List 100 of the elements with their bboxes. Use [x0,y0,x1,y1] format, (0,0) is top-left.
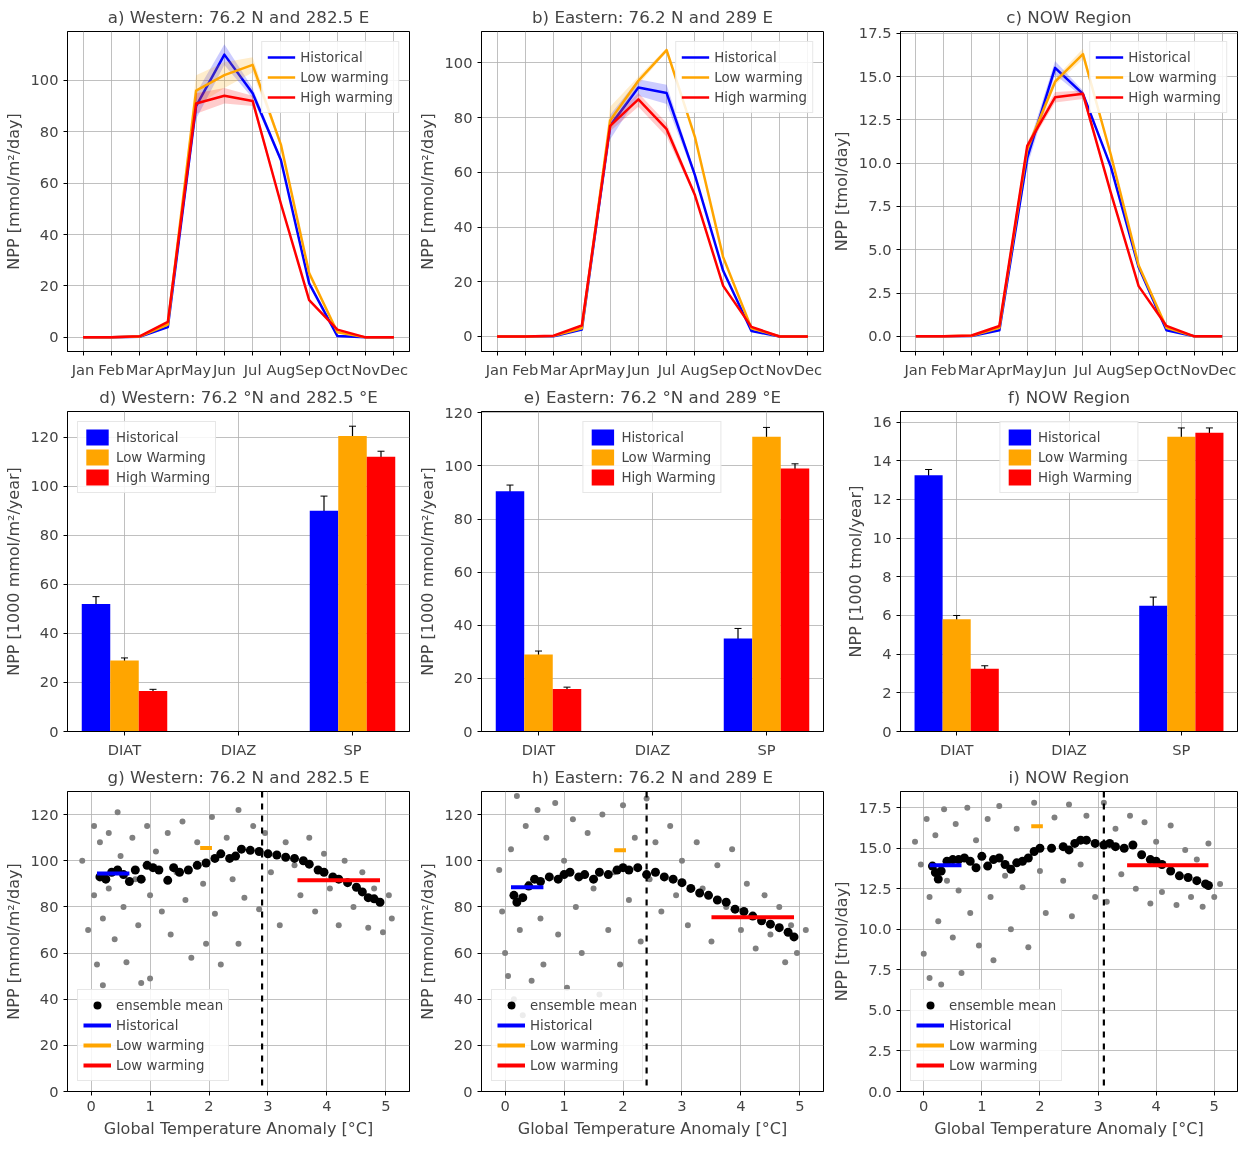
y-tick-label: 80 [453,108,473,126]
legend-label: Low warming [300,69,389,85]
x-tick-label: DIAZ [634,740,671,758]
y-tick-label: 12 [872,490,892,508]
y-tick-label: 60 [39,174,59,192]
y-tick-label: 5.0 [868,1001,892,1019]
x-tick-label: Jul [1073,360,1092,378]
y-tick-label: 80 [453,510,473,528]
x-tick-label: Jun [625,360,650,378]
x-tick-label: Jul [656,360,676,378]
y-tick-label: 100 [30,477,59,495]
y-tick-label: 120 [444,805,473,823]
y-axis-title: NPP [mmol/m²/day] [3,113,23,270]
x-axis-title: Global Temperature Anomaly [°C] [103,1118,374,1138]
legend-label: Historical [530,1017,593,1033]
x-tick-label: DIAT [939,740,974,758]
legend-label: ensemble mean [949,997,1057,1013]
y-tick-label: 20 [39,1036,59,1054]
x-tick-label: Oct [1153,360,1180,378]
legend-label: Historical [621,429,684,445]
y-tick-label: 0.0 [868,1082,892,1100]
y-tick-label: 0 [49,328,59,346]
y-tick-label: 2.5 [868,284,892,302]
x-tick-label: Jan [484,360,509,378]
x-tick-label: May [1012,360,1043,378]
x-tick-label: Jun [1042,360,1067,378]
x-tick-label: Sep [295,360,323,378]
y-tick-label: 10.0 [858,154,892,172]
y-axis-title: NPP [mmol/m²/day] [417,113,437,270]
x-tick-label: SP [1172,740,1191,758]
x-tick-label: 0 [86,1096,96,1114]
legend-label: Low warming [530,1057,619,1073]
y-tick-label: 20 [453,669,473,687]
legend-label: Low warming [116,1037,205,1053]
legend-label: High warming [714,89,807,105]
y-tick-label: 0 [463,1082,473,1100]
y-tick-label: 60 [453,563,473,581]
x-tick-label: 5 [795,1096,805,1114]
y-tick-label: 12.5 [858,110,892,128]
x-tick-label: Jan [903,360,928,378]
x-tick-label: 3 [677,1096,687,1114]
y-tick-label: 4 [882,645,892,663]
y-tick-label: 17.5 [858,798,892,816]
x-tick-label: DIAZ [220,740,257,758]
x-tick-label: 5 [1209,1096,1219,1114]
x-tick-label: Jun [211,360,236,378]
y-tick-label: 100 [444,851,473,869]
y-tick-label: 2 [882,683,892,701]
y-tick-label: 10.0 [858,920,892,938]
y-tick-label: 0.0 [868,327,892,345]
legend-label: Historical [949,1017,1012,1033]
y-tick-label: 100 [30,851,59,869]
legend-label: Low Warming [116,449,206,465]
y-axis-title: NPP [mmol/m²/day] [417,863,437,1020]
legend-label: High warming [300,89,393,105]
y-tick-label: 60 [453,944,473,962]
y-tick-label: 12.5 [858,879,892,897]
x-tick-label: 1 [559,1096,569,1114]
legend-label: Low warming [949,1057,1038,1073]
y-tick-label: 40 [453,616,473,634]
y-tick-label: 2.5 [868,1041,892,1059]
y-tick-label: 80 [39,897,59,915]
chart-title: h) Eastern: 76.2 N and 289 E [532,767,773,787]
y-tick-label: 17.5 [858,24,892,42]
y-tick-label: 120 [30,805,59,823]
x-tick-label: 1 [977,1096,987,1114]
x-tick-label: DIAZ [1051,740,1087,758]
x-tick-label: 2 [618,1096,628,1114]
legend-label: Historical [116,429,179,445]
legend-label: High warming [1128,89,1221,105]
chart-title: e) Eastern: 76.2 °N and 289 °E [523,387,782,407]
x-tick-label: DIAT [521,740,556,758]
x-tick-label: Apr [986,360,1014,378]
y-tick-label: 40 [39,225,59,243]
x-tick-label: 2 [1035,1096,1045,1114]
x-tick-label: 1 [145,1096,155,1114]
x-tick-label: Apr [155,360,182,378]
y-tick-label: 40 [453,990,473,1008]
y-tick-label: 20 [39,673,59,691]
legend-label: Historical [116,1017,179,1033]
chart-title: b) Eastern: 76.2 N and 289 E [532,7,773,27]
y-tick-label: 15.0 [858,67,892,85]
y-tick-label: 0 [49,722,59,740]
x-tick-label: Aug [266,360,296,378]
legend-label: ensemble mean [116,997,224,1013]
y-tick-label: 100 [444,53,473,71]
x-tick-label: 4 [736,1096,746,1114]
y-tick-label: 60 [39,944,59,962]
x-tick-label: Dec [1208,360,1237,378]
y-tick-label: 80 [39,122,59,140]
legend-label: Low warming [949,1037,1038,1053]
chart-title: i) NOW Region [1008,767,1130,787]
x-tick-label: SP [343,740,362,758]
chart-title: c) NOW Region [1006,7,1132,27]
y-tick-label: 60 [39,575,59,593]
y-tick-label: 20 [453,272,473,290]
y-tick-label: 0 [463,327,473,345]
y-axis-title: NPP [1000 mmol/m²/year] [417,467,437,676]
chart-title: a) Western: 76.2 N and 282.5 E [107,7,370,27]
x-tick-label: Feb [98,360,125,378]
